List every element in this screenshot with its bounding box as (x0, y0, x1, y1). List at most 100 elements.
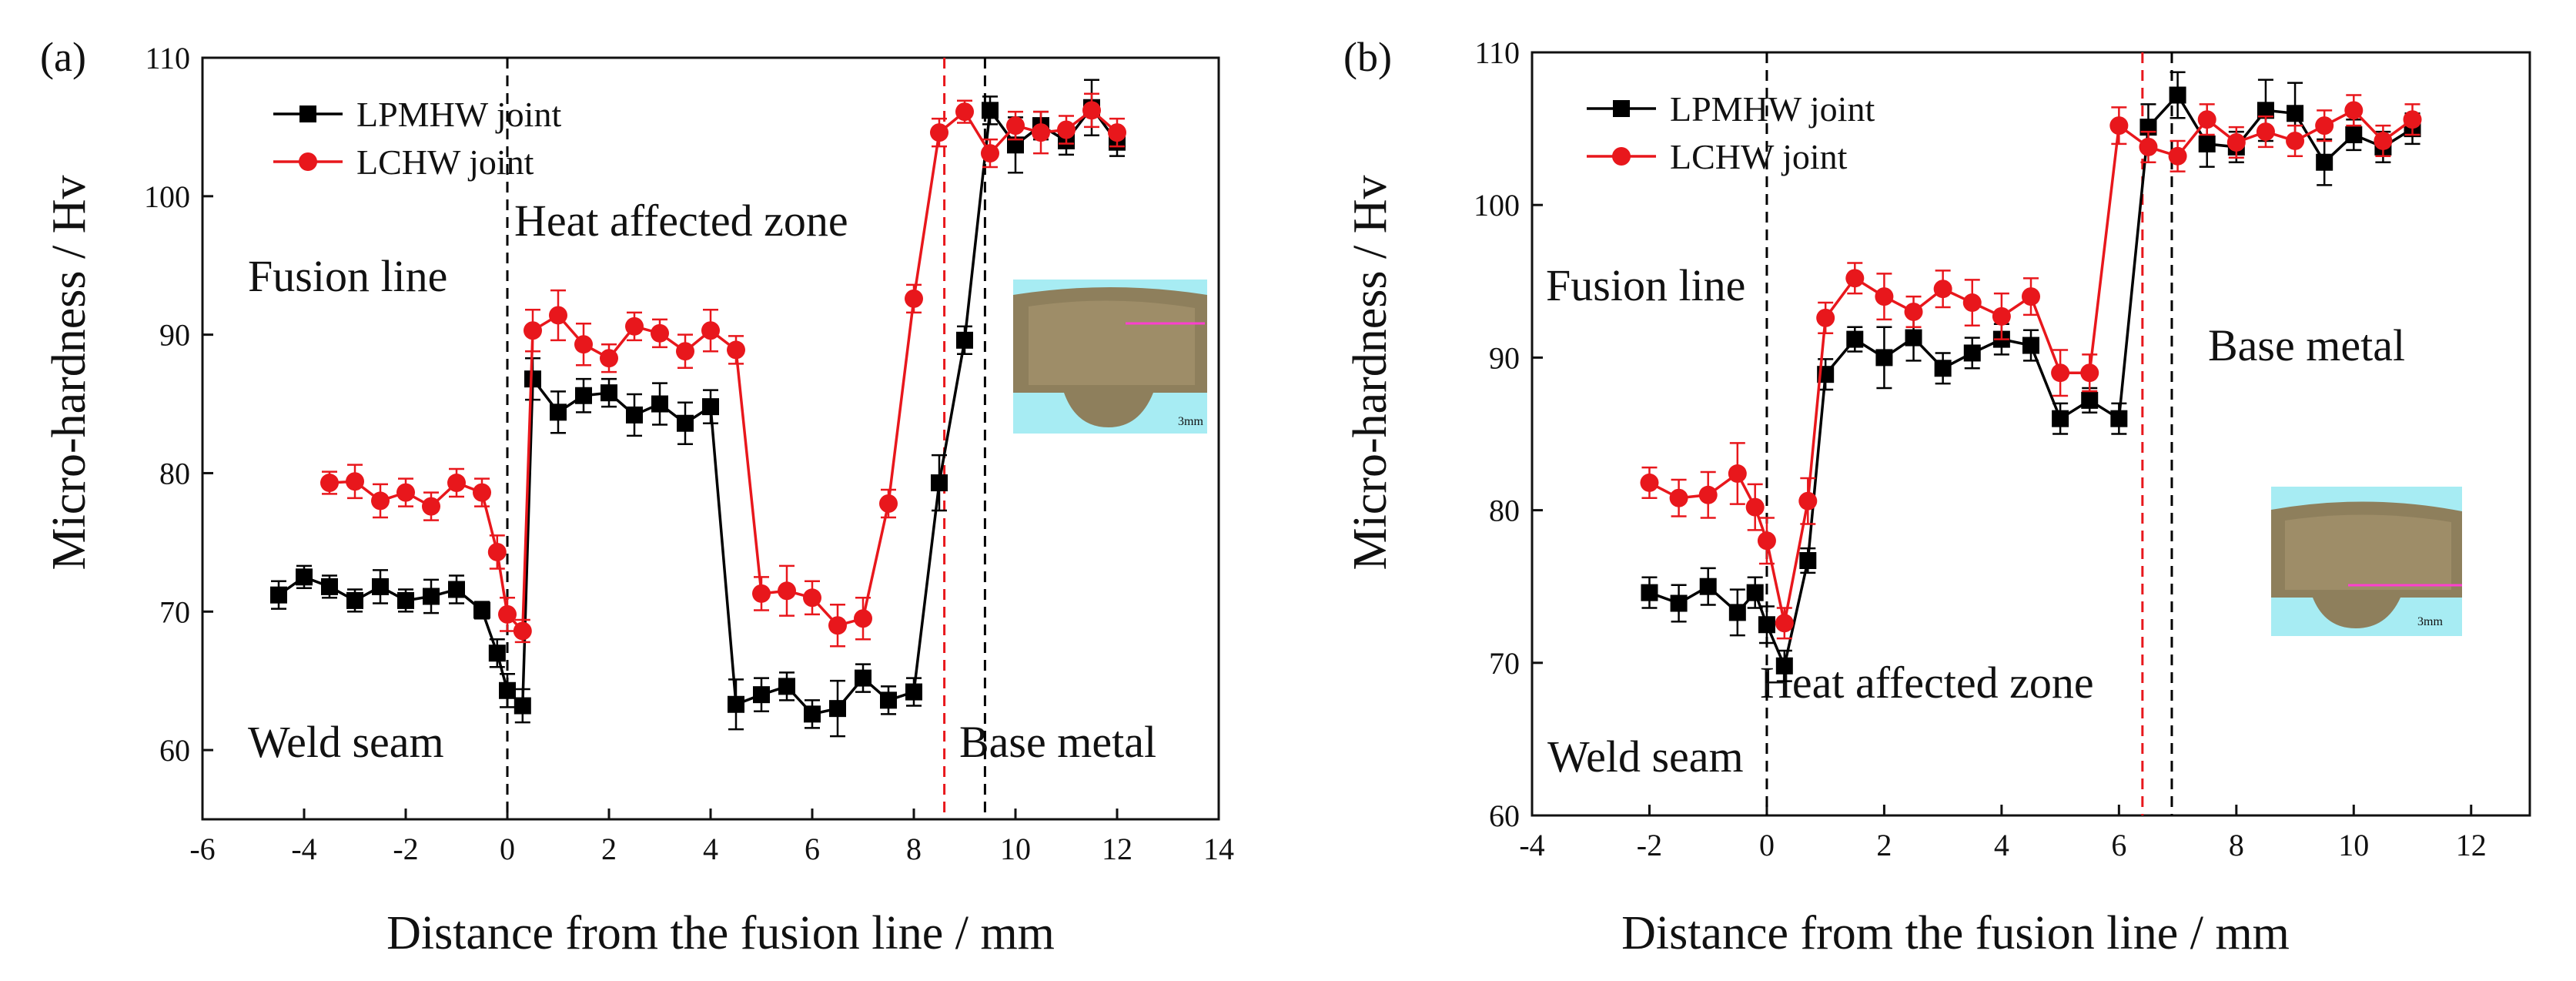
panel-a-series-lpmhw-point (372, 578, 389, 595)
panel-a-series-lpmhw-point (270, 586, 287, 604)
panel-a-series-lchw-point (676, 342, 694, 361)
panel-b-series-lchw-point (1845, 269, 1865, 288)
panel-a-xtick-label: 14 (1203, 832, 1234, 866)
panel-b-series-lchw-point (1992, 306, 2011, 326)
panel-b-series-lpmhw-point (2110, 410, 2128, 427)
panel-a-ytick-label: 70 (159, 594, 190, 629)
panel-a-series-lchw-point (487, 542, 507, 561)
panel-a-series-lpmhw-point (982, 102, 999, 119)
panel-b-xtick-label: 2 (1876, 828, 1892, 862)
panel-a-series-lchw-point (1057, 120, 1076, 139)
panel-a-series-lchw-point (981, 144, 999, 163)
panel-b-series-lpmhw-point (2345, 126, 2363, 144)
panel-b-series-lpmhw-point (1963, 344, 1981, 362)
panel-a-series-lchw-point (828, 616, 847, 635)
panel-a-series-lchw-point (625, 316, 644, 336)
panel-a-series-lchw-point (498, 604, 517, 624)
panel-a-series-lpmhw-point (728, 695, 744, 713)
panel-a-series-lpmhw-point (778, 678, 795, 695)
panel-a-series-lpmhw-point (524, 370, 541, 388)
panel-a-ytick-label: 100 (144, 179, 190, 214)
panel-b-series-lchw-point (2226, 132, 2246, 152)
panel-b-xtick-label: 0 (1759, 828, 1775, 862)
panel-b-series-lchw-point (2256, 122, 2275, 142)
panel-a-series-lchw-point (1108, 123, 1126, 142)
panel-a-series-lpmhw-point (550, 403, 567, 421)
panel-b-plot-area: -4 -2 0 2 4 6 8 10 12 60 70 80 90 100 110 LPMHW joint LC… (1474, 35, 2531, 862)
panel-a-series-lpmhw-point (702, 398, 719, 416)
panel-a-series-lchw-point (854, 609, 872, 628)
panel-a-series-lpmhw-point (880, 691, 897, 709)
panel-b-series-lchw-point (1962, 293, 1982, 313)
panel-b-series-lpmhw-point (2081, 391, 2099, 409)
panel-a-series-lpmhw-point (753, 686, 770, 704)
panel-b-inset-micrograph: 3mm (2271, 487, 2462, 636)
panel-a-series-lchw-point (905, 289, 923, 308)
panel-a-series-lchw-point (727, 340, 745, 360)
panel-b-series-lpmhw-point (1641, 584, 1658, 601)
panel-a-series-lchw-point (1032, 123, 1050, 142)
panel-a-axes-frame (201, 56, 1220, 821)
panel-a-series-lchw-point (600, 349, 618, 368)
panel-b-series-lchw-point (1757, 531, 1776, 551)
panel-a-series-lpmhw-point (397, 591, 414, 609)
panel-b-series-lpmhw-point (1775, 657, 1793, 675)
panel-a-xtick-label: 4 (703, 832, 718, 866)
panel-a-series-lpmhw-point (855, 669, 871, 687)
panel-b-series-lpmhw-point (1699, 578, 1717, 595)
panel-b-ytick-label: 90 (1489, 340, 1520, 375)
panel-b-ytick-label: 100 (1474, 188, 1520, 223)
panel-a-series-lchw-point (1006, 116, 1025, 136)
panel-a-series-lpmhw-point (601, 384, 617, 402)
panel-a-series-lpmhw-point (499, 681, 516, 699)
panel-b-xlabel: Distance from the fusion line / mm (1621, 907, 2290, 959)
panel-b-series-lpmhw-point (2198, 135, 2216, 152)
panel-a-series-lpmhw-point (905, 683, 922, 701)
panel-b-series-lchw-point (2403, 110, 2422, 129)
panel-b-label: (b) (1343, 34, 1392, 80)
panel-a-series-lpmhw-point (321, 578, 338, 595)
panel-a-series-lchw-point (778, 581, 796, 601)
panel-b-series-lpmhw-point (1746, 584, 1764, 601)
panel-a-series-lpmhw-point (473, 601, 490, 619)
panel-b-series-lpmhw-point (2169, 86, 2186, 104)
panel-b-xtick-label: 8 (2229, 828, 2244, 862)
panel-a-xtick-label: 10 (1000, 832, 1031, 866)
panel-a-series-lchw-point (524, 321, 542, 340)
panel-a-series-lchw-point (803, 588, 821, 608)
panel-b-xtick-label: -4 (1519, 828, 1544, 862)
panel-b-ytick-label: 60 (1489, 799, 1520, 833)
panel-a-series-lpmhw-point (1007, 136, 1024, 154)
panel-b-series-lchw-point (1669, 488, 1688, 507)
panel-a-series-lpmhw-point (677, 414, 694, 432)
panel-b-xtick-label: 6 (2111, 828, 2126, 862)
panel-a-series-lchw-point (1082, 101, 1101, 120)
panel-b-series-lchw-point (1904, 302, 1923, 321)
panel-a-legend-marker (299, 152, 317, 171)
panel-b-series-lchw-point (2109, 116, 2129, 136)
panel-a-label: (a) (40, 34, 86, 80)
panel-a-fusion-line-label: Fusion line (248, 251, 447, 301)
panel-a-xtick-label: -2 (393, 832, 418, 866)
panel-a-series-lchw-point (320, 474, 339, 493)
panel-b: (b) Micro-hardness / Hv Distance from th… (1343, 34, 2531, 959)
panel-b-series-lchw-point (1875, 287, 1894, 306)
panel-a: (a) Micro-hardness / Hv Distance from th… (40, 34, 1234, 959)
panel-a-series-lchw-point (752, 584, 771, 603)
panel-a-weld-seam-label: Weld seam (248, 717, 444, 767)
panel-b-series-lpmhw-point (1799, 552, 1817, 570)
panel-a-xtick-label: 8 (906, 832, 922, 866)
panel-b-series-lpmhw-point (2316, 153, 2333, 171)
panel-a-legend-label: LPMHW joint (356, 95, 561, 134)
panel-b-series-lpmhw-point (1934, 360, 1952, 377)
panel-a-series-lchw-line (329, 109, 1119, 634)
panel-a-base-metal-label: Base metal (959, 717, 1156, 767)
panel-b-series-lpmhw-point (1905, 329, 1922, 347)
panel-b-series-lpmhw-point (1758, 616, 1775, 634)
panel-a-inset-scale: 3mm (1178, 415, 1203, 428)
panel-a-series-lpmhw-point (956, 331, 973, 349)
panel-b-series-lpmhw-point (1728, 604, 1746, 621)
panel-a-series-lchw-point (955, 102, 974, 122)
panel-b-series-lchw-point (2022, 287, 2040, 306)
panel-b-xtick-label: 10 (2338, 828, 2369, 862)
